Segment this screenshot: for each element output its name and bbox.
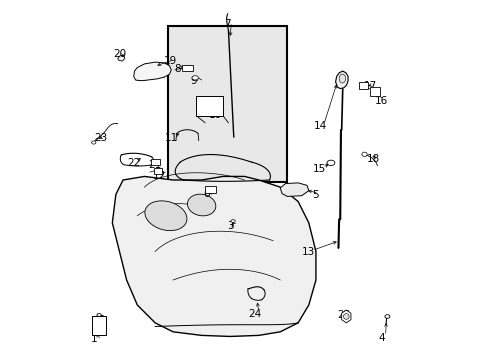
- Bar: [182, 64, 192, 71]
- Text: 11: 11: [164, 133, 178, 143]
- Text: 14: 14: [313, 121, 326, 131]
- Polygon shape: [280, 183, 308, 197]
- Ellipse shape: [384, 315, 389, 318]
- Text: 23: 23: [94, 133, 107, 143]
- Text: 2: 2: [98, 315, 105, 325]
- Polygon shape: [118, 56, 124, 61]
- Text: 15: 15: [312, 164, 325, 174]
- Text: 13: 13: [302, 247, 315, 257]
- Polygon shape: [335, 71, 347, 89]
- Text: 6: 6: [203, 189, 210, 199]
- Text: 3: 3: [227, 221, 234, 231]
- Text: 25: 25: [337, 310, 350, 320]
- Text: 4: 4: [378, 333, 385, 343]
- Bar: [151, 158, 160, 165]
- Polygon shape: [341, 310, 350, 323]
- Bar: [196, 96, 223, 116]
- Text: 20: 20: [113, 49, 126, 59]
- Polygon shape: [112, 176, 315, 337]
- Ellipse shape: [230, 220, 235, 222]
- Text: 24: 24: [248, 309, 261, 319]
- Text: 1: 1: [91, 334, 98, 344]
- Bar: [167, 26, 287, 182]
- Text: 5: 5: [311, 190, 318, 200]
- Text: 16: 16: [374, 96, 387, 107]
- Ellipse shape: [326, 160, 334, 166]
- Ellipse shape: [144, 201, 186, 231]
- Ellipse shape: [91, 141, 96, 144]
- Text: 10: 10: [208, 110, 222, 120]
- Text: 9: 9: [190, 76, 197, 86]
- Text: 19: 19: [163, 57, 177, 66]
- Text: 21: 21: [147, 160, 161, 170]
- Bar: [154, 168, 162, 174]
- Bar: [92, 316, 106, 336]
- Ellipse shape: [361, 152, 366, 157]
- Polygon shape: [134, 62, 171, 81]
- Bar: [205, 186, 216, 193]
- Ellipse shape: [339, 74, 345, 83]
- Text: 18: 18: [366, 154, 379, 164]
- Text: 7: 7: [224, 18, 230, 28]
- Ellipse shape: [187, 194, 215, 216]
- Text: 17: 17: [363, 81, 376, 91]
- Ellipse shape: [97, 314, 101, 316]
- Bar: [358, 82, 367, 89]
- Text: 8: 8: [174, 64, 180, 74]
- Ellipse shape: [343, 314, 348, 319]
- Text: 22: 22: [127, 158, 140, 168]
- Ellipse shape: [192, 76, 198, 80]
- Bar: [369, 87, 380, 96]
- Text: 12: 12: [153, 171, 166, 181]
